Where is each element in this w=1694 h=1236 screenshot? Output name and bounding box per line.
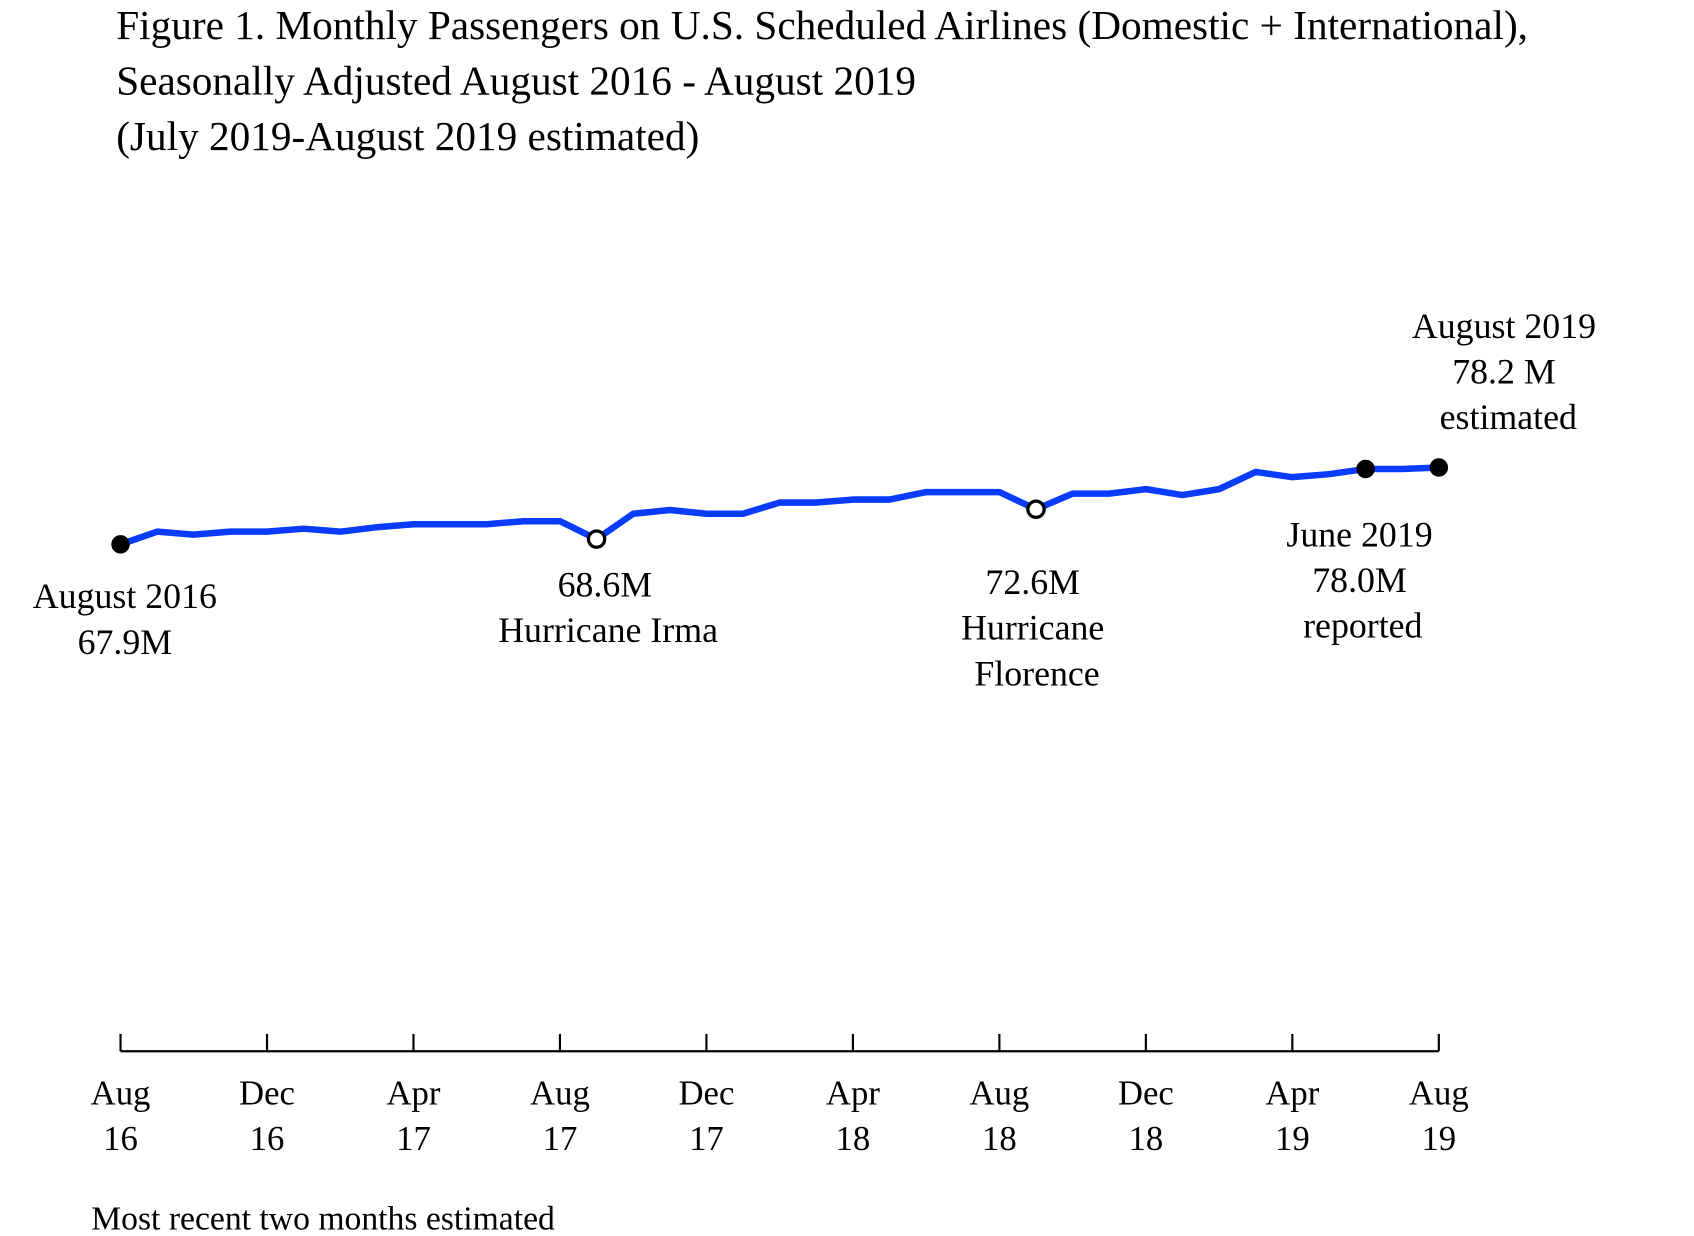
x-tick-label-year: 17 [543,1119,578,1158]
annotation-start-label: August 2016 [33,576,217,616]
x-tick-label-year: 18 [836,1119,871,1158]
x-tick-label-month: Apr [826,1073,880,1112]
title-line-2: Seasonally Adjusted August 2016 - August… [116,58,916,104]
chart-title: Figure 1. Monthly Passengers on U.S. Sch… [116,2,1528,160]
annotation-irma-value: 68.6M [558,564,653,604]
annotation-end: August 2019 78.2 M estimated [1412,306,1596,437]
x-tick-label-year: 18 [1128,1119,1163,1158]
title-line-1: Figure 1. Monthly Passengers on U.S. Sch… [116,2,1528,49]
x-tick-label-month: Aug [91,1073,151,1112]
title-line-3: (July 2019-August 2019 estimated) [116,113,699,160]
x-tick-label-year: 17 [689,1119,724,1158]
open-point-marker [1026,499,1046,520]
x-tick-label-year: 17 [396,1119,431,1158]
markers [111,458,1449,554]
x-tick-label-month: Apr [386,1073,440,1112]
x-tick-label-year: 16 [103,1119,138,1158]
annotation-june-2019: June 2019 78.0M reported [1286,514,1432,645]
x-tick-label-year: 16 [250,1119,285,1158]
x-axis-ticks: Aug 16 Dec 16 Apr 17 Aug 17 Dec 17 Apr 18 Aug 18 Dec 18… [91,1033,1469,1158]
annotation-june-label: June 2019 [1286,514,1432,554]
annotation-florence-value: 72.6M [985,562,1080,602]
x-tick-label-month: Dec [1118,1073,1174,1112]
annotation-florence-label-2: Florence [974,653,1099,693]
annotation-june-status: reported [1303,606,1422,646]
x-tick-label-year: 19 [1275,1119,1310,1158]
filled-point-marker [1429,458,1449,477]
series-line [119,464,1439,548]
annotation-start: August 2016 67.9M [33,576,217,662]
x-tick-label-month: Dec [239,1073,295,1112]
annotation-end-value: 78.2 M [1452,351,1556,391]
x-tick-label-year: 19 [1421,1119,1456,1158]
x-tick-label-year: 18 [982,1119,1017,1158]
annotation-end-label: August 2019 [1412,306,1596,346]
x-tick-label-month: Aug [969,1073,1029,1112]
x-tick-label-month: Dec [678,1073,734,1112]
filled-point-marker [111,535,130,554]
annotation-end-status: estimated [1440,397,1577,437]
filled-point-marker [1356,459,1375,479]
annotation-irma: 68.6M Hurricane Irma [498,564,718,650]
annotation-florence: 72.6M Hurricane Florence [961,562,1104,693]
x-tick-label-month: Aug [1409,1073,1469,1112]
annotation-start-value: 67.9M [78,622,173,662]
annotation-irma-label: Hurricane Irma [498,610,718,650]
annotation-florence-label-1: Hurricane [961,608,1104,648]
footnote: Most recent two months estimated [91,1200,555,1236]
x-tick-label-month: Apr [1265,1073,1319,1112]
open-point-marker [586,529,607,549]
annotation-june-value: 78.0M [1312,560,1407,600]
x-tick-label-month: Aug [530,1073,590,1112]
